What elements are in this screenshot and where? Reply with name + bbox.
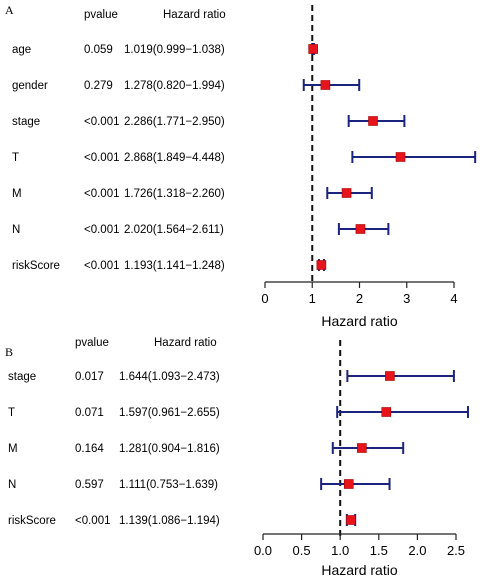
pvalue-label: 0.164 <box>75 443 104 455</box>
variable-label: stage <box>8 371 36 383</box>
forest-row: riskScore <0.001 1.193(1.141−1.248) <box>12 259 327 272</box>
x-tick-label: 0 <box>261 291 268 306</box>
hazard-ratio-label: 1.726(1.318−2.260) <box>124 188 225 200</box>
x-tick-label: 3 <box>403 291 410 306</box>
hazard-ratio-label: 1.597(0.961−2.655) <box>119 407 220 419</box>
x-tick-label: 2.5 <box>447 543 465 558</box>
variable-label: M <box>8 443 18 455</box>
hazard-ratio-point <box>381 407 392 417</box>
forest-row: stage 0.017 1.644(1.093−2.473) <box>8 370 455 383</box>
hazard-ratio-point <box>320 80 331 90</box>
hazard-ratio-point <box>357 443 367 453</box>
hazard-ratio-header: Hazard ratio <box>154 337 217 349</box>
hazard-ratio-point <box>346 515 356 525</box>
variable-label: age <box>12 44 31 56</box>
pvalue-header: pvalue <box>84 9 118 21</box>
hazard-ratio-point <box>368 116 378 126</box>
hazard-ratio-header: Hazard ratio <box>163 9 226 21</box>
hazard-ratio-point <box>385 371 395 381</box>
variable-label: gender <box>12 80 48 92</box>
hazard-ratio-label: 1.193(1.141−1.248) <box>124 260 225 272</box>
x-tick-label: 1 <box>309 291 316 306</box>
forest-row: riskScore <0.001 1.139(1.086−1.194) <box>8 514 357 527</box>
variable-label: N <box>12 224 20 236</box>
variable-label: riskScore <box>12 260 60 272</box>
pvalue-label: <0.001 <box>84 260 120 272</box>
pvalue-label: 0.279 <box>84 80 113 92</box>
x-tick-label: 1.0 <box>331 543 349 558</box>
forest-row: N 0.597 1.111(0.753−1.639) <box>8 478 391 491</box>
hazard-ratio-label: 2.868(1.849−4.448) <box>124 152 225 164</box>
variable-label: M <box>12 188 22 200</box>
variable-label: T <box>8 407 15 419</box>
x-tick-label: 4 <box>450 291 457 306</box>
pvalue-label: <0.001 <box>84 152 120 164</box>
variable-label: N <box>8 479 16 491</box>
x-tick-label: 2 <box>356 291 363 306</box>
hazard-ratio-point <box>316 260 327 270</box>
hazard-ratio-label: 1.019(0.999−1.038) <box>124 44 225 56</box>
pvalue-label: <0.001 <box>84 116 120 128</box>
pvalue-label: <0.001 <box>84 224 120 236</box>
variable-label: riskScore <box>8 515 56 527</box>
forest-row: gender 0.279 1.278(0.820−1.994) <box>12 79 361 92</box>
x-axis-title: Hazard ratio <box>321 313 397 329</box>
pvalue-label: 0.597 <box>75 479 104 491</box>
variable-label: stage <box>12 116 40 128</box>
forest-row: T <0.001 2.868(1.849−4.448) <box>12 151 477 164</box>
forest-row: age 0.059 1.019(0.999−1.038) <box>12 43 318 56</box>
hazard-ratio-point <box>341 188 352 198</box>
hazard-ratio-label: 2.020(1.564−2.611) <box>124 224 224 236</box>
forest-row: T 0.071 1.597(0.961−2.655) <box>8 406 469 419</box>
hazard-ratio-point <box>355 224 366 234</box>
x-tick-label: 2.0 <box>408 543 426 558</box>
x-tick-label: 0.0 <box>254 543 272 558</box>
panel-label: A <box>5 3 14 17</box>
x-tick-label: 1.5 <box>370 543 388 558</box>
forest-row: stage <0.001 2.286(1.771−2.950) <box>12 115 406 128</box>
hazard-ratio-label: 1.644(1.093−2.473) <box>119 371 220 383</box>
x-tick-label: 0.5 <box>293 543 311 558</box>
forest-row: N <0.001 2.020(1.564−2.611) <box>12 223 390 236</box>
hazard-ratio-point <box>343 479 354 489</box>
hazard-ratio-label: 1.111(0.753−1.639) <box>119 479 218 491</box>
hazard-ratio-point <box>395 152 406 162</box>
hazard-ratio-label: 1.278(0.820−1.994) <box>124 80 225 92</box>
hazard-ratio-point <box>308 44 318 54</box>
x-axis: 0 1 2 3 4 Hazard ratio <box>261 281 458 329</box>
hazard-ratio-label: 1.139(1.086−1.194) <box>119 515 220 527</box>
forest-row: M 0.164 1.281(0.904−1.816) <box>8 442 405 455</box>
hazard-ratio-label: 1.281(0.904−1.816) <box>119 443 220 455</box>
pvalue-label: 0.017 <box>75 371 104 383</box>
pvalue-label: <0.001 <box>84 188 120 200</box>
x-axis-title: Hazard ratio <box>321 562 397 578</box>
pvalue-label: 0.071 <box>75 407 104 419</box>
pvalue-header: pvalue <box>75 337 109 349</box>
forest-row: M <0.001 1.726(1.318−2.260) <box>12 187 373 200</box>
x-axis: 0.0 0.5 1.0 1.5 2.0 2.5 Hazard ratio <box>254 533 465 578</box>
variable-label: T <box>12 152 19 164</box>
panel-label: B <box>5 345 13 359</box>
hazard-ratio-label: 2.286(1.771−2.950) <box>124 116 225 128</box>
pvalue-label: 0.059 <box>84 44 113 56</box>
pvalue-label: <0.001 <box>75 515 111 527</box>
